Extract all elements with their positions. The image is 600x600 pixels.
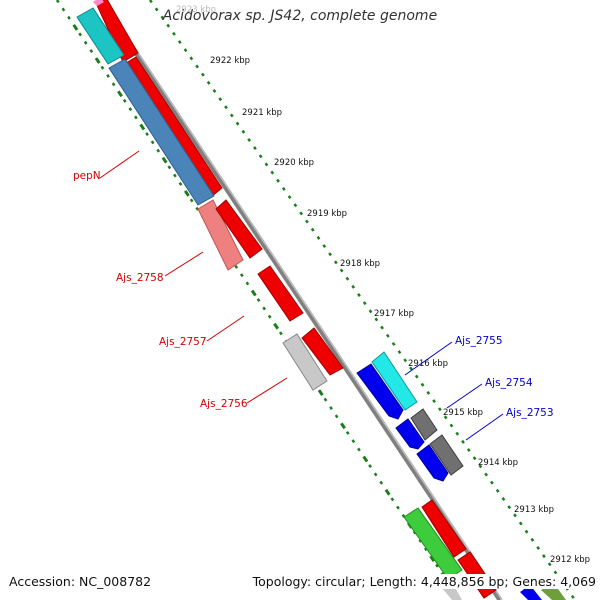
gene-feature xyxy=(416,444,449,482)
gene-feature xyxy=(93,0,104,6)
accession-text: Accession: NC_008782 xyxy=(7,574,154,589)
ruler-label: 2915 kbp xyxy=(443,408,483,418)
inner-tick-ring xyxy=(55,0,462,600)
gene-feature xyxy=(282,333,328,391)
gene-label-ajs2757: Ajs_2757 xyxy=(159,336,207,348)
genome-backbone xyxy=(98,0,503,600)
ruler-label: 2913 kbp xyxy=(514,505,554,515)
connector-ajs2754 xyxy=(446,383,483,409)
gene-feature xyxy=(215,199,263,259)
ruler-label: 2919 kbp xyxy=(307,209,347,219)
gene-feature xyxy=(301,327,344,376)
gene-feature xyxy=(403,507,463,580)
gene-feature xyxy=(395,418,425,450)
ruler-label: 2912 kbp xyxy=(550,555,590,565)
connector-pepN xyxy=(99,150,140,179)
gene-feature xyxy=(429,434,464,476)
gene-label-ajs2753: Ajs_2753 xyxy=(506,407,554,419)
ruler-label: 2914 kbp xyxy=(478,458,518,468)
connector-ajs2756 xyxy=(246,377,288,404)
connector-ajs2758 xyxy=(164,251,204,277)
gene-feature xyxy=(410,408,438,441)
ruler-label: 2921 kbp xyxy=(242,108,282,118)
ruler-label: 2916 kbp xyxy=(408,359,448,369)
gene-feature xyxy=(257,265,304,322)
ruler-label: 2920 kbp xyxy=(274,158,314,168)
gene-label-ajs2755: Ajs_2755 xyxy=(455,335,503,347)
gene-feature xyxy=(356,363,404,420)
genome-backbone-highlight xyxy=(102,0,503,600)
connector-ajs2753 xyxy=(465,413,504,441)
gene-label-pepN: pepN xyxy=(73,170,101,182)
outer-tick-ring xyxy=(148,0,577,600)
genome-summary-text: Topology: circular; Length: 4,448,856 bp… xyxy=(250,574,598,589)
gene-feature xyxy=(108,58,215,206)
ruler-label: 2918 kbp xyxy=(340,259,380,269)
gene-label-ajs2754: Ajs_2754 xyxy=(485,377,533,389)
ruler-labels: 2923 kbp 2922 kbp 2921 kbp 2920 kbp 2919… xyxy=(176,5,590,565)
gene-feature xyxy=(76,7,125,65)
ruler-label: 2922 kbp xyxy=(210,56,250,66)
gene-feature xyxy=(197,199,244,271)
label-connectors xyxy=(99,150,504,441)
ruler-label: 2923 kbp xyxy=(176,5,216,15)
connector-ajs2755 xyxy=(404,341,453,376)
gene-label-ajs2756: Ajs_2756 xyxy=(200,398,248,410)
connector-ajs2757 xyxy=(206,315,245,342)
reverse-strand-features xyxy=(76,0,497,600)
gene-labels: pepN Ajs_2758 Ajs_2757 Ajs_2756 Ajs_2755… xyxy=(73,170,554,419)
gene-feature xyxy=(421,499,467,558)
ruler-label: 2917 kbp xyxy=(374,309,414,319)
gene-label-ajs2758: Ajs_2758 xyxy=(116,272,164,284)
gene-feature xyxy=(371,351,418,411)
